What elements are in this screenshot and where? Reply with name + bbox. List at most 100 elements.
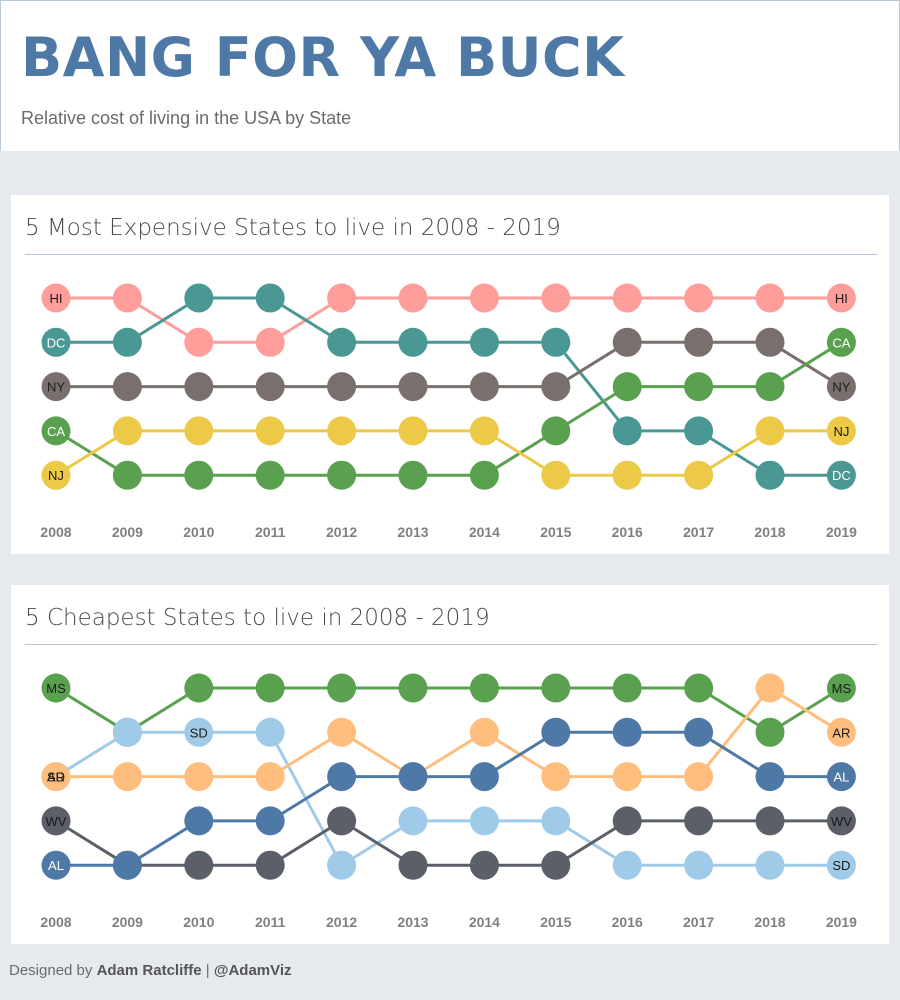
point-al-2008[interactable] <box>41 850 71 880</box>
point-ar-2017[interactable] <box>684 762 714 792</box>
point-wv-2010[interactable] <box>184 850 214 880</box>
point-ms-2010[interactable] <box>184 673 214 703</box>
point-sd-2014[interactable] <box>469 806 499 836</box>
point-ms-2017[interactable] <box>684 673 714 703</box>
point-hi-2011[interactable] <box>255 327 285 357</box>
point-al-2016[interactable] <box>612 717 642 747</box>
point-hi-2015[interactable] <box>541 283 571 313</box>
point-wv-2012[interactable] <box>327 806 357 836</box>
point-sd-2017[interactable] <box>684 850 714 880</box>
point-ms-2016[interactable] <box>612 673 642 703</box>
point-nj-2012[interactable] <box>327 416 357 446</box>
point-nj-2019[interactable] <box>826 416 856 446</box>
point-wv-2011[interactable] <box>255 850 285 880</box>
point-ny-2019[interactable] <box>826 372 856 402</box>
point-ar-2016[interactable] <box>612 762 642 792</box>
point-dc-2018[interactable] <box>755 460 785 490</box>
point-dc-2019[interactable] <box>826 460 856 490</box>
point-wv-2016[interactable] <box>612 806 642 836</box>
point-nj-2017[interactable] <box>684 460 714 490</box>
point-sd-2015[interactable] <box>541 806 571 836</box>
point-dc-2009[interactable] <box>112 327 142 357</box>
point-ar-2018[interactable] <box>755 673 785 703</box>
point-ms-2008[interactable] <box>41 673 71 703</box>
point-hi-2016[interactable] <box>612 283 642 313</box>
point-ar-2012[interactable] <box>327 717 357 747</box>
point-ny-2016[interactable] <box>612 327 642 357</box>
point-nj-2010[interactable] <box>184 416 214 446</box>
point-hi-2019[interactable] <box>826 283 856 313</box>
point-ny-2010[interactable] <box>184 372 214 402</box>
point-dc-2017[interactable] <box>684 416 714 446</box>
point-ar-2008[interactable] <box>41 762 71 792</box>
point-al-2014[interactable] <box>469 762 499 792</box>
point-ny-2013[interactable] <box>398 372 428 402</box>
point-al-2011[interactable] <box>255 806 285 836</box>
point-dc-2008[interactable] <box>41 327 71 357</box>
point-ny-2015[interactable] <box>541 372 571 402</box>
point-wv-2019[interactable] <box>826 806 856 836</box>
point-ca-2010[interactable] <box>184 460 214 490</box>
point-nj-2018[interactable] <box>755 416 785 446</box>
point-sd-2010[interactable] <box>184 717 214 747</box>
point-nj-2009[interactable] <box>112 416 142 446</box>
point-wv-2008[interactable] <box>41 806 71 836</box>
point-nj-2016[interactable] <box>612 460 642 490</box>
point-hi-2012[interactable] <box>327 283 357 313</box>
point-hi-2017[interactable] <box>684 283 714 313</box>
point-ar-2019[interactable] <box>826 717 856 747</box>
point-ny-2017[interactable] <box>684 327 714 357</box>
point-ca-2013[interactable] <box>398 460 428 490</box>
point-wv-2018[interactable] <box>755 806 785 836</box>
point-hi-2008[interactable] <box>41 283 71 313</box>
point-dc-2015[interactable] <box>541 327 571 357</box>
point-sd-2019[interactable] <box>826 850 856 880</box>
point-al-2009[interactable] <box>112 850 142 880</box>
point-wv-2015[interactable] <box>541 850 571 880</box>
point-sd-2012[interactable] <box>327 850 357 880</box>
point-al-2010[interactable] <box>184 806 214 836</box>
point-dc-2013[interactable] <box>398 327 428 357</box>
point-ms-2012[interactable] <box>327 673 357 703</box>
point-nj-2013[interactable] <box>398 416 428 446</box>
point-hi-2009[interactable] <box>112 283 142 313</box>
point-al-2015[interactable] <box>541 717 571 747</box>
point-sd-2016[interactable] <box>612 850 642 880</box>
point-ca-2008[interactable] <box>41 416 71 446</box>
point-nj-2014[interactable] <box>469 416 499 446</box>
point-sd-2011[interactable] <box>255 717 285 747</box>
point-ny-2011[interactable] <box>255 372 285 402</box>
point-al-2017[interactable] <box>684 717 714 747</box>
point-nj-2008[interactable] <box>41 460 71 490</box>
point-ar-2010[interactable] <box>184 762 214 792</box>
point-al-2019[interactable] <box>826 762 856 792</box>
point-ms-2015[interactable] <box>541 673 571 703</box>
point-ca-2016[interactable] <box>612 372 642 402</box>
point-al-2018[interactable] <box>755 762 785 792</box>
point-ny-2009[interactable] <box>112 372 142 402</box>
point-dc-2011[interactable] <box>255 283 285 313</box>
point-ar-2015[interactable] <box>541 762 571 792</box>
point-ny-2018[interactable] <box>755 327 785 357</box>
point-ms-2011[interactable] <box>255 673 285 703</box>
point-sd-2013[interactable] <box>398 806 428 836</box>
point-dc-2012[interactable] <box>327 327 357 357</box>
point-ca-2011[interactable] <box>255 460 285 490</box>
point-ms-2019[interactable] <box>826 673 856 703</box>
point-ar-2011[interactable] <box>255 762 285 792</box>
point-dc-2014[interactable] <box>469 327 499 357</box>
point-hi-2014[interactable] <box>469 283 499 313</box>
point-ca-2014[interactable] <box>469 460 499 490</box>
point-ca-2015[interactable] <box>541 416 571 446</box>
point-sd-2018[interactable] <box>755 850 785 880</box>
point-wv-2013[interactable] <box>398 850 428 880</box>
point-ca-2017[interactable] <box>684 372 714 402</box>
point-ms-2014[interactable] <box>469 673 499 703</box>
point-ca-2009[interactable] <box>112 460 142 490</box>
point-ms-2013[interactable] <box>398 673 428 703</box>
point-wv-2014[interactable] <box>469 850 499 880</box>
point-nj-2011[interactable] <box>255 416 285 446</box>
point-ny-2008[interactable] <box>41 372 71 402</box>
point-dc-2010[interactable] <box>184 283 214 313</box>
point-hi-2010[interactable] <box>184 327 214 357</box>
